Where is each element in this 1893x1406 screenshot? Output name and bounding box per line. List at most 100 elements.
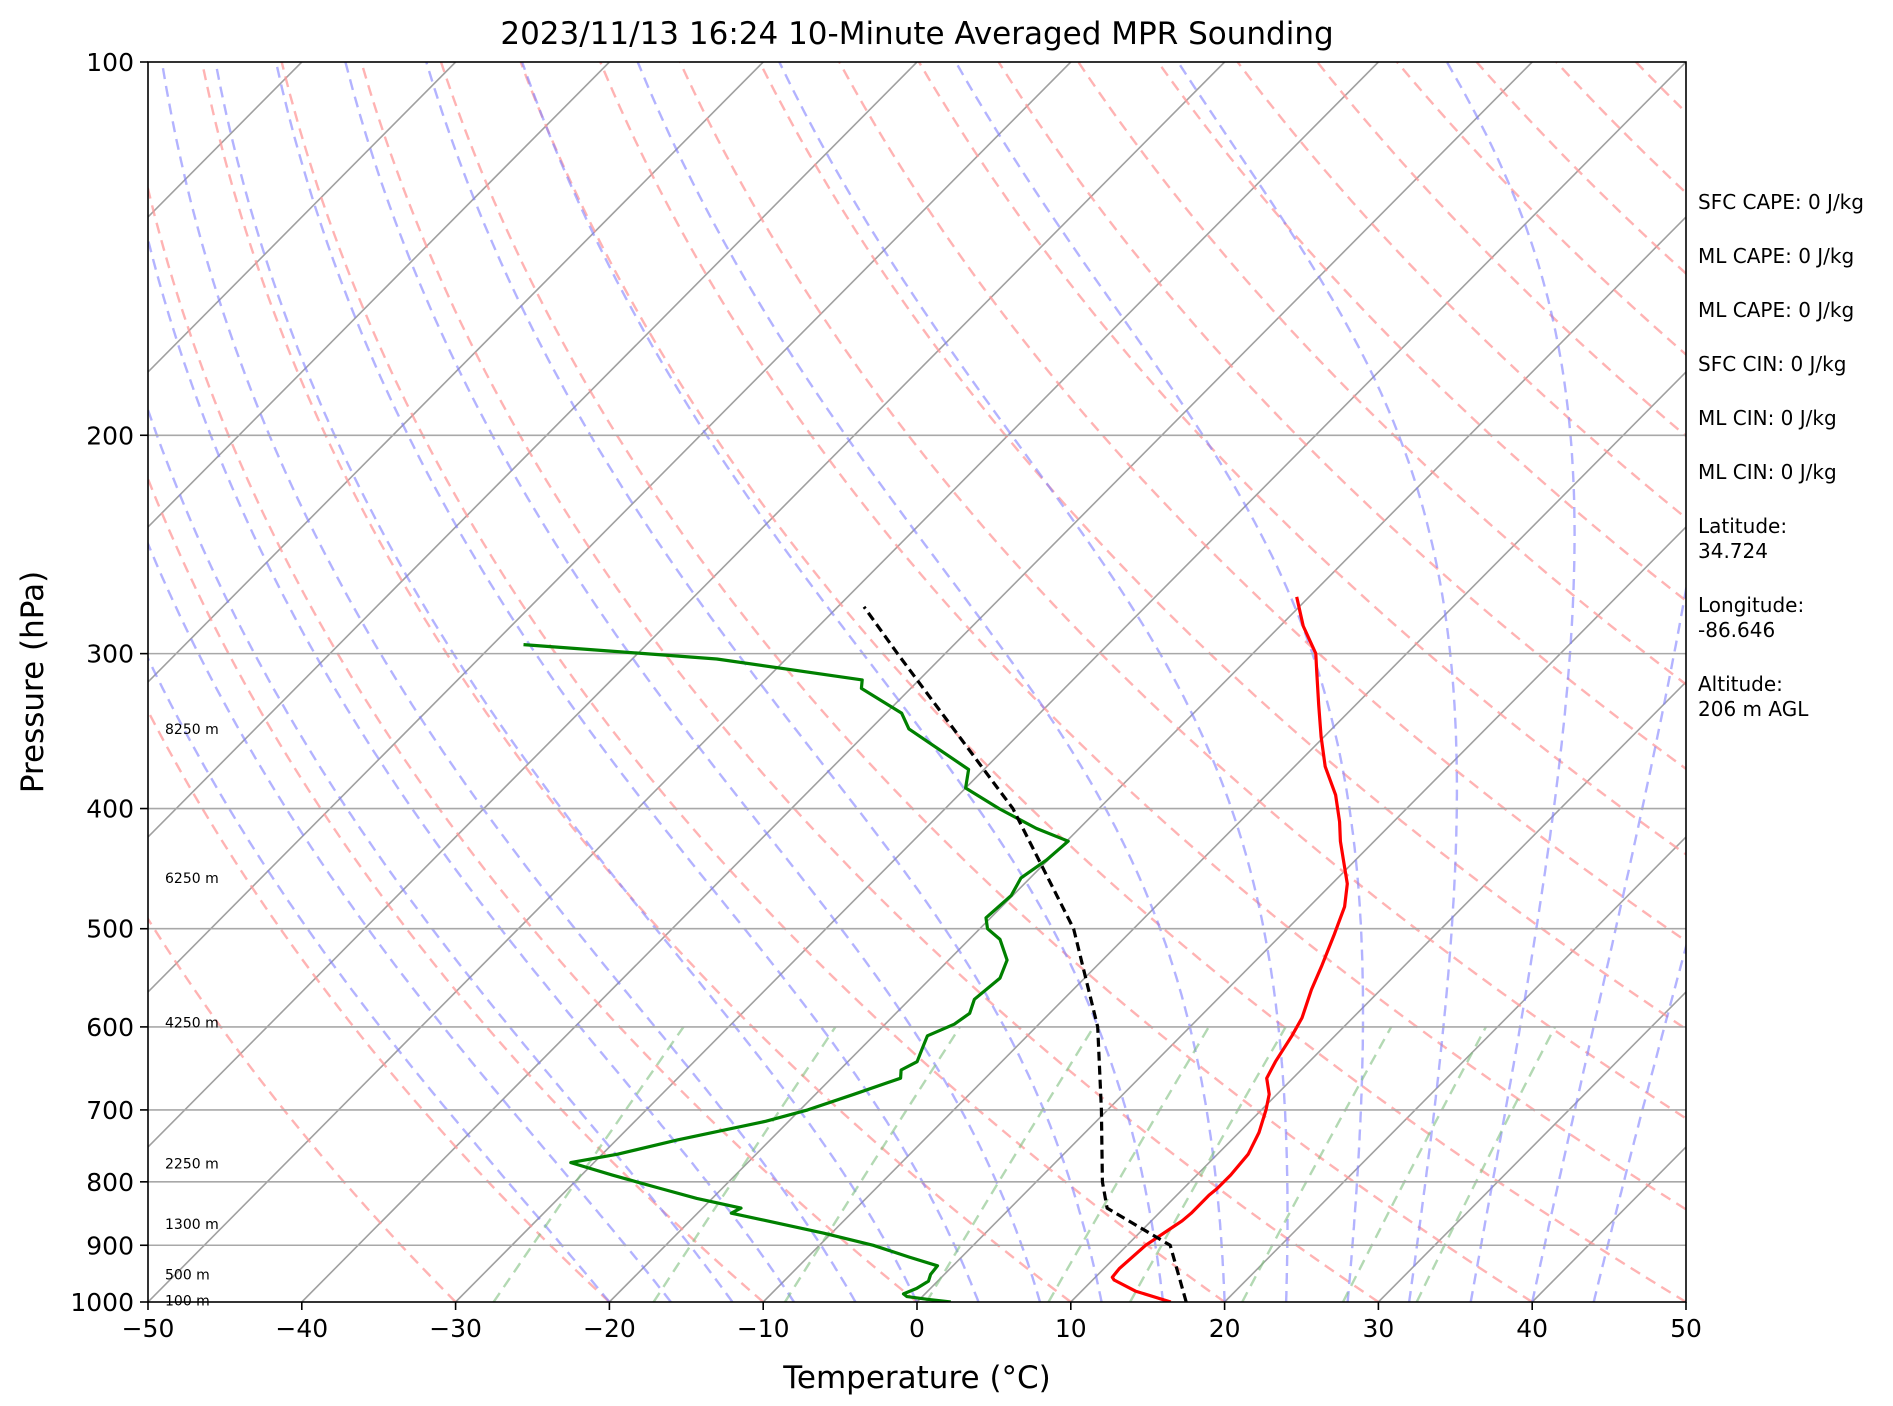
mixing-ratio-line [783,1026,961,1302]
sounding-series-2 [862,605,1188,1302]
background-lines [148,62,1686,1302]
x-tick-label: −50 [122,1314,175,1343]
isotherm-line [762,370,1686,1302]
moist-adiabat-line [344,62,1042,1302]
dry-adiabat-line [148,475,764,1302]
x-tick-label: 20 [1209,1314,1241,1343]
x-tick-label: 50 [1670,1314,1702,1343]
isotherm-line [148,62,918,839]
x-tick-label: 0 [909,1314,925,1343]
isotherm-line [148,62,610,529]
isotherm-line [455,62,1686,1302]
moist-adiabat-line [1592,942,1686,1302]
axis-ticks: −50 −40 −30 −20 −10 0 10 20 30 40 50 100 200 300 400 50… [70,48,1702,1343]
y-tick-label: 900 [86,1231,134,1260]
dry-adiabat-line [519,62,1686,1302]
isotherm-line [148,62,1226,1149]
moist-adiabat-line [148,540,672,1302]
mixing-ratio-line [925,1026,1095,1302]
moist-adiabat-line [954,62,1365,1302]
isotherm-line [148,62,457,374]
moist-adiabat-line [148,234,795,1302]
dry-adiabat-line [148,183,918,1302]
x-tick-label: −40 [275,1314,328,1343]
dry-adiabat-line [1475,62,1686,276]
isotherm-line [148,62,1379,1302]
moist-adiabat-line [425,62,1103,1302]
height-label: 6250 m [165,871,219,887]
info-line: SFC CAPE: 0 J/kg [1698,190,1864,214]
x-tick-label: −20 [583,1314,636,1343]
dry-adiabat-line [1077,62,1686,686]
dry-adiabat-line [1316,62,1686,438]
x-tick-label: −10 [737,1314,790,1343]
dry-adiabat-line [148,916,457,1302]
x-axis-label: Temperature (°C) [782,1360,1051,1396]
dry-adiabat-line [599,62,1686,1211]
moist-adiabat-line [148,406,734,1302]
y-tick-label: 700 [86,1096,134,1125]
y-tick-label: 600 [86,1013,134,1042]
x-tick-label: 10 [1055,1314,1087,1343]
height-label: 2250 m [165,1156,219,1172]
chart-title: 2023/11/13 16:24 10-Minute Averaged MPR … [500,16,1333,52]
sounding-series-0 [1110,596,1349,1302]
dry-adiabat-line [200,62,1072,1302]
y-tick-label: 800 [86,1168,134,1197]
info-line: Altitude: 206 m AGL [1698,672,1809,721]
height-label: 500 m [165,1267,210,1283]
moist-adiabat-line [148,655,611,1302]
dry-adiabat-line [997,62,1686,771]
height-label: 4250 m [165,1015,219,1031]
moist-adiabat-line [160,62,857,1302]
mixing-ratio-line [1129,1026,1287,1302]
moist-adiabat-line [214,62,919,1302]
dry-adiabat-line [280,62,1226,1302]
moist-adiabat-line [520,62,1165,1302]
height-label: 8250 m [165,722,219,738]
height-label: 100 m [165,1293,210,1309]
isotherm-line [1070,680,1686,1302]
y-tick-label: 200 [86,421,134,450]
dry-adiabat-line [678,62,1686,1120]
moist-adiabat-line [636,62,1226,1302]
height-labels: 100 m 500 m 1300 m 2250 m 4250 m 6250 m 8250 m [165,722,219,1309]
y-tick-label: 1000 [70,1288,134,1317]
moist-adiabat-line [1531,582,1686,1302]
y-tick-label: 100 [86,48,134,77]
info-line: SFC CIN: 0 J/kg [1698,352,1846,376]
dry-adiabat-line [1157,62,1686,603]
mixing-ratio-line [492,1026,685,1302]
y-tick-label: 500 [86,915,134,944]
moist-adiabat-line [778,62,1289,1302]
isotherm-line [1224,835,1686,1302]
info-line: Longitude: -86.646 [1698,593,1804,642]
dry-adiabat-line [360,62,1380,1302]
info-line: ML CIN: 0 J/kg [1698,406,1837,430]
moist-adiabat-line [274,62,980,1302]
x-tick-label: 30 [1362,1314,1394,1343]
info-line: ML CAPE: 0 J/kg [1698,244,1854,268]
moist-adiabat-line [1445,62,1576,1302]
isotherm-line [1377,990,1686,1302]
info-line: Latitude: 34.724 [1698,514,1787,563]
dry-adiabat-line [439,62,1533,1302]
dry-adiabat-line [917,62,1686,856]
x-tick-label: −30 [429,1314,482,1343]
info-line: ML CAPE: 0 J/kg [1698,298,1854,322]
pressure-gridlines [148,434,1686,1247]
mixing-ratio-line [652,1026,837,1302]
sounding-series-1 [523,643,1070,1302]
isotherm-line [148,62,1072,994]
dry-adiabat-line [758,62,1686,1031]
isotherm-line [608,215,1686,1302]
y-axis-label: Pressure (hPa) [15,571,51,793]
dry-adiabat-line [838,62,1686,943]
dry-adiabat-line [1396,62,1686,357]
y-tick-label: 400 [86,795,134,824]
sounding-traces [523,596,1349,1302]
x-tick-label: 40 [1516,1314,1548,1343]
y-tick-label: 300 [86,640,134,669]
info-line: ML CIN: 0 J/kg [1698,460,1837,484]
